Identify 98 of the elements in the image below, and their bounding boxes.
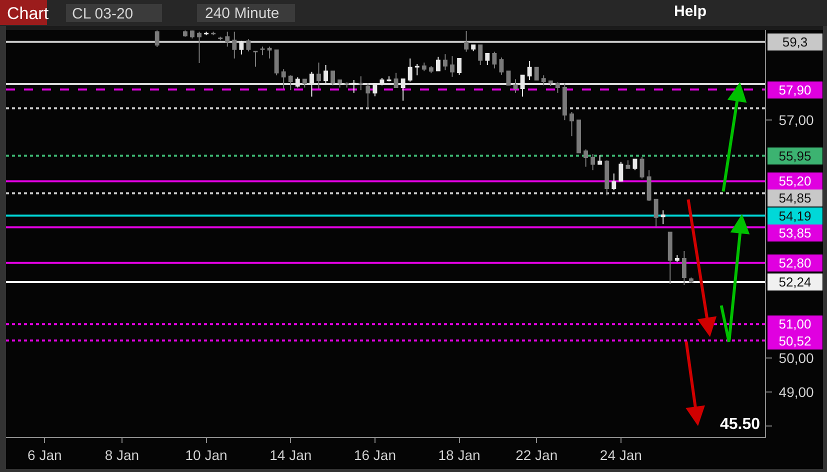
candlestick [660,210,666,225]
candlestick [520,74,525,98]
x-tick-label: 18 Jan [438,446,480,463]
ref-line-label: 54,85 [778,190,812,206]
x-tick-label: 6 Jan [28,446,62,463]
candlestick [246,38,251,52]
y-tick-label: 50,00 [778,350,814,366]
ref-line-label: 52,80 [778,256,812,270]
candlestick [485,52,490,66]
candlestick [450,56,454,78]
text: Chart [7,4,49,23]
candlestick [190,30,194,39]
ref-line-label: 52,24 [778,274,812,290]
candlestick [218,36,223,41]
ref-line-label: 50,52 [778,334,812,348]
text: Help [674,3,707,20]
candlestick [436,56,440,72]
candlestick [232,31,237,60]
candlestick [682,250,686,286]
candlestick [358,76,364,91]
candlestick [555,82,560,94]
candlestick [464,30,469,52]
ref-line-label: 55,95 [778,148,812,164]
ref-line-label: 57,90 [778,82,812,98]
x-tick-label: 24 Jan [600,446,642,463]
chart-title: CL 03-20 [72,5,134,22]
candlestick [584,148,588,168]
candlestick [492,51,497,69]
ref-line-label: 53,85 [778,226,812,240]
candlestick [182,30,188,38]
x-tick-label: 16 Jan [354,446,396,463]
candlestick [513,78,518,94]
candlestick [668,232,672,284]
candlestick [548,80,553,87]
candlestick [253,50,258,68]
x-tick-label: 14 Jan [270,446,312,463]
candlestick [527,60,532,80]
candlestick [267,46,272,60]
candlestick [197,31,202,64]
candlestick [626,160,630,169]
candlestick [366,82,370,110]
candlestick [400,78,406,102]
candlestick [239,40,244,55]
candlestick [225,31,230,48]
candlestick [457,58,462,76]
candlestick [541,74,546,86]
candlestick [330,70,336,86]
ref-line-label: 51,00 [778,316,812,332]
candlestick [632,158,638,171]
x-tick-label: 10 Jan [185,446,228,463]
candlestick [471,44,476,52]
candlestick [640,156,644,180]
y-tick-label: 57,00 [778,112,814,128]
chart-subtitle: 240 Minute [205,5,280,22]
candlestick [302,78,307,88]
candlestick [154,30,160,48]
ref-line-label: 54,19 [778,208,812,224]
candlestick [288,74,293,91]
y-tick-label: 49,00 [778,384,814,400]
candlestick [260,46,265,56]
candlestick [274,50,279,76]
candlestick [394,72,398,88]
candlestick [338,79,342,88]
candlestick [414,64,420,76]
candlestick [408,58,412,82]
ref-line-label: 59,3 [782,34,808,50]
candlestick [386,76,392,82]
candlestick [604,160,610,196]
candlestick [316,62,321,89]
candlestick [295,76,300,88]
candlestick [688,277,694,284]
candlestick [598,154,602,165]
candlestick [344,82,350,88]
candlestick [324,64,328,84]
candlestick [590,154,596,171]
candlestick [534,66,539,80]
candlestick [380,77,384,86]
candlestick [618,161,624,182]
candlestick [576,120,581,154]
candlestick [499,57,504,76]
candlestick [352,79,356,94]
candlestick [281,68,286,89]
x-tick-label: 22 Jan [516,446,558,463]
candlestick [478,44,483,66]
candlestick [309,71,314,98]
candlestick [562,82,567,121]
candlestick [654,198,658,228]
x-tick-label: 8 Jan [104,446,140,463]
annotation: 45.50 [720,416,760,433]
candlestick [674,254,680,262]
ref-line-label: 55,20 [778,174,812,188]
candlestick [422,62,426,72]
candlestick [612,172,616,191]
candlestick [570,111,574,137]
candlestick [428,66,434,74]
candlestick [646,170,652,202]
candlestick [443,54,448,71]
candlestick [372,84,378,97]
